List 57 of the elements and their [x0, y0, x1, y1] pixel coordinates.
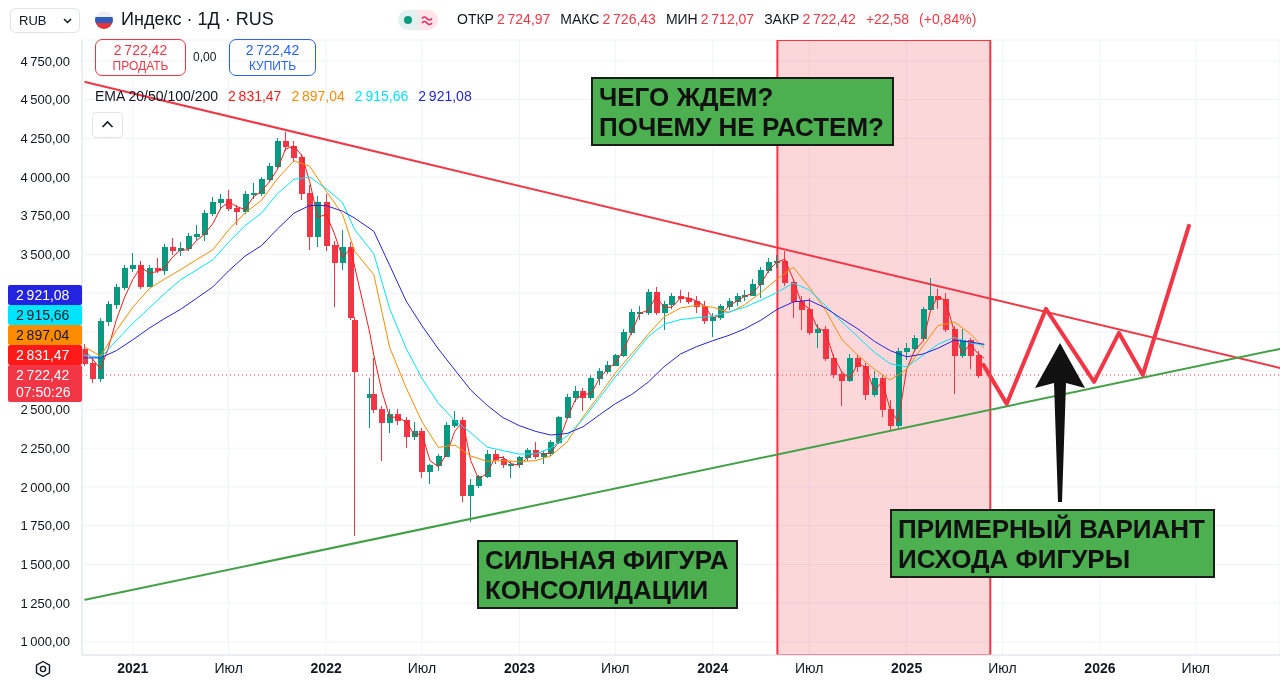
y-tick-label: 2 250,00 [20, 440, 70, 456]
y-tick-label: 1 750,00 [20, 518, 70, 534]
x-tick-label: 2024 [697, 660, 729, 676]
y-tick-label: 2 000,00 [20, 479, 70, 495]
annotation: ПРОДАТЬ [112, 57, 169, 74]
annotation: СИЛЬНАЯ ФИГУРА КОНСОЛИДАЦИИ [477, 540, 739, 609]
candlestick [814, 323, 821, 349]
text: 2 897,04 [8, 325, 82, 345]
ref-line-label: 2 722,42 07:50:26 [8, 365, 82, 402]
annotation: 2 897,04 [291, 88, 345, 104]
x-tick-label: 2022 [310, 660, 342, 676]
text: 2 831,47 [8, 345, 82, 365]
candlestick [418, 427, 425, 479]
x-tick-label: 2021 [117, 660, 149, 676]
text: ОТКР 2 724,97 МАКС 2 726,43 МИН 2 712,07 ЗАКР 2 722,42 +22,58 (+0,84%) [457, 11, 977, 27]
x-tick-label: Июл [794, 660, 824, 676]
x-tick-label: Июл [988, 660, 1017, 676]
candlestick [426, 463, 433, 485]
candlestick [146, 264, 153, 288]
candlestick [507, 460, 514, 479]
line-series [83, 204, 985, 436]
annotation: 2 722,42 [113, 41, 168, 58]
candlestick [169, 237, 176, 256]
candlestick [587, 374, 594, 401]
text: 2 915,66 [8, 305, 82, 325]
y-tick-label: 3 750,00 [20, 208, 70, 224]
chart-title: Индекс · 1Д · RUS [121, 9, 274, 30]
x-tick-label: 2023 [503, 660, 536, 676]
x-tick-label: Июл [407, 660, 437, 676]
text: 2 921,08 [8, 285, 82, 305]
annotation: ПРИМЕРНЫЙ ВАРИАНТ ИСХОДА ФИГУРЫ [890, 509, 1215, 578]
x-tick-label: 2025 [891, 660, 923, 676]
y-tick-label: 1 000,00 [20, 634, 70, 650]
x-tick-label: 2026 [1084, 660, 1116, 676]
annotation: КУПИТЬ [248, 57, 297, 74]
y-tick-label: 3 500,00 [20, 247, 70, 263]
annotation: 2 915,66 [354, 88, 409, 104]
candlestick [161, 243, 168, 276]
y-tick-label: 4 000,00 [20, 169, 70, 185]
candlestick [154, 257, 161, 274]
text: RUB [19, 13, 47, 28]
candlestick [137, 260, 144, 290]
y-tick-label: 2 500,00 [20, 402, 70, 418]
y-tick-label: 4 250,00 [20, 130, 70, 146]
y-tick-label: 1 250,00 [20, 595, 70, 611]
annotation: 2 722,42 [245, 41, 300, 58]
annotation: 0,00 [193, 50, 217, 64]
x-tick-label: Июл [601, 660, 630, 676]
candlestick [459, 416, 466, 503]
annotation: 2 921,08 [418, 88, 472, 104]
y-tick-label: 1 500,00 [20, 556, 70, 572]
annotation: ЧЕГО ЖДЕМ? ПОЧЕМУ НЕ РАСТЕМ? [591, 77, 894, 146]
y-tick-label: 4 750,00 [20, 53, 70, 69]
x-tick-label: Июл [214, 660, 243, 676]
annotation: 2 831,47 [228, 88, 282, 104]
x-tick-label: Июл [1181, 660, 1211, 676]
y-tick-label: 4 500,00 [20, 92, 70, 108]
